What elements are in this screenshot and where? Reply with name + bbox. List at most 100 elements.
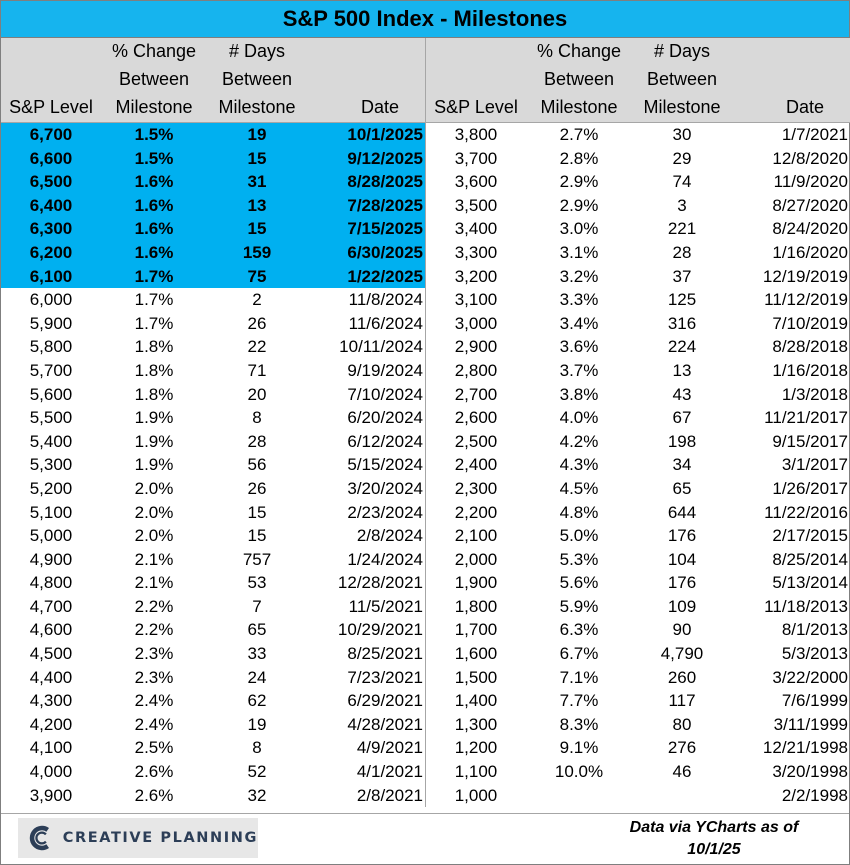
sp-level-cell: 2,600 [454,408,498,428]
pct-change-cell [526,784,632,808]
sp-level-cell: 5,200 [29,478,73,498]
table-row: 4,700 2.2% 7 11/5/2021 [1,595,425,619]
table-row: 3,000 3.4% 316 7/10/2019 [426,312,850,336]
pct-change-cell: 7.1% [559,667,599,687]
sp-level-cell: 4,700 [29,596,73,616]
pct-change-cell: 7.7% [559,691,599,711]
pct-change-cell: 2.9% [559,195,599,215]
logo-text: CREATIVE PLANNING [62,830,258,846]
days-between-cell: 37 [672,266,692,286]
pct-change-cell: 2.2% [134,620,174,640]
table-row: 5,900 1.7% 26 11/6/2024 [1,312,425,336]
left-rows: 6,700 1.5% 19 10/1/2025 6,600 1.5% 15 9/12/2025… [1,123,425,807]
date-cell: 7/23/2021 [347,667,423,687]
table-row: 3,500 2.9% 3 8/27/2020 [426,194,850,218]
table-row: 6,200 1.6% 159 6/30/2025 [1,240,425,265]
sp-level-cell: 6,600 [29,148,73,168]
date-cell: 10/29/2021 [337,620,423,640]
days-between-cell: 53 [247,573,267,593]
days-between-cell: 2 [252,290,262,310]
days-between-cell: 15 [247,219,267,239]
days-between-cell: 15 [247,148,267,168]
table-row: 2,800 3.7% 13 1/16/2018 [426,359,850,383]
days-between-cell: 32 [247,785,267,805]
sp-level-cell: 1,500 [454,667,498,687]
sp-level-cell: 2,200 [454,502,498,522]
date-cell: 5/15/2024 [347,455,423,475]
table-row: 5,000 2.0% 15 2/8/2024 [1,524,425,548]
pct-change-cell: 2.3% [134,667,174,687]
table-row: 1,800 5.9% 109 11/18/2013 [426,595,850,619]
table-row: 5,400 1.9% 28 6/12/2024 [1,430,425,454]
pct-change-cell: 2.1% [134,549,174,569]
days-between-cell: 90 [672,620,692,640]
date-cell: 8/28/2025 [347,172,423,192]
days-between-cell: 176 [667,573,697,593]
date-cell: 7/6/1999 [781,691,848,711]
sp-level-cell: 3,900 [29,785,73,805]
date-cell: 11/21/2017 [764,408,848,428]
date-cell: 9/15/2017 [772,431,848,451]
pct-change-cell: 3.7% [559,360,599,380]
pct-change-cell: 2.0% [134,478,174,498]
date-cell: 6/20/2024 [347,408,423,428]
sp-level-cell: 3,800 [454,125,498,144]
days-between-cell: 198 [667,431,697,451]
table-row: 2,900 3.6% 224 8/28/2018 [426,335,850,359]
date-cell: 11/6/2024 [348,313,423,333]
sp-level-cell: 5,500 [29,408,73,428]
date-cell: 11/12/2019 [764,290,848,310]
sp-level-cell: 4,200 [29,714,73,734]
pct-change-cell: 2.6% [134,785,174,805]
creative-planning-c-mark-icon [29,825,49,851]
date-cell: 8/25/2021 [347,644,423,664]
date-cell: 2/23/2024 [347,502,423,522]
days-between-cell: 224 [667,337,697,357]
days-between-cell: 34 [672,455,692,475]
days-between-cell: 8 [252,408,262,428]
sp-level-cell: 6,400 [29,195,73,215]
date-cell: 2/8/2021 [356,785,423,805]
sp-level-cell: 3,400 [454,219,498,239]
table-row: 5,200 2.0% 26 3/20/2024 [1,477,425,501]
pct-change-cell: 1.8% [134,384,174,404]
pct-change-cell: 9.1% [559,738,599,758]
days-between-cell [632,784,732,808]
table-row: 3,200 3.2% 37 12/19/2019 [426,265,850,289]
pct-change-cell: 3.0% [559,219,599,239]
sp-level-cell: 1,000 [454,785,498,805]
table-row: 6,400 1.6% 13 7/28/2025 [1,193,425,218]
date-cell: 11/22/2016 [764,502,848,522]
sp-level-cell: 3,300 [454,242,498,262]
date-cell: 12/21/1998 [762,738,848,758]
pct-change-cell: 1.8% [134,360,174,380]
pct-change-cell: 3.8% [559,384,599,404]
pct-change-cell: 3.6% [559,337,599,357]
sp-level-cell: 6,100 [29,266,73,286]
days-between-cell: 15 [247,502,267,522]
days-between-cell: 28 [672,242,692,262]
sp-level-cell: 1,100 [454,762,498,782]
pct-change-cell: 3.4% [559,313,599,333]
date-cell: 3/20/2024 [347,478,423,498]
pct-change-cell: 5.9% [559,596,599,616]
sp-level-cell: 2,900 [454,337,498,357]
date-cell: 1/24/2024 [347,549,423,569]
table-row: 5,700 1.8% 71 9/19/2024 [1,359,425,383]
table-title: S&P 500 Index - Milestones [1,1,849,38]
date-cell: 10/11/2024 [339,337,423,357]
days-between-cell: 28 [247,431,267,451]
date-cell: 6/30/2025 [347,242,423,262]
days-between-cell: 52 [247,762,267,782]
sp-level-cell: 4,500 [29,644,73,664]
pct-change-cell: 4.3% [559,455,599,475]
pct-change-cell: 2.6% [134,762,174,782]
table-row: 6,600 1.5% 15 9/12/2025 [1,146,425,171]
header-date: Date [785,97,825,117]
sp-level-cell: 2,100 [454,526,498,546]
days-between-cell: 71 [247,360,267,380]
table-row: 1,600 6.7% 4,790 5/3/2013 [426,642,850,666]
days-between-cell: 13 [672,360,692,380]
pct-change-cell: 2.3% [134,644,174,664]
